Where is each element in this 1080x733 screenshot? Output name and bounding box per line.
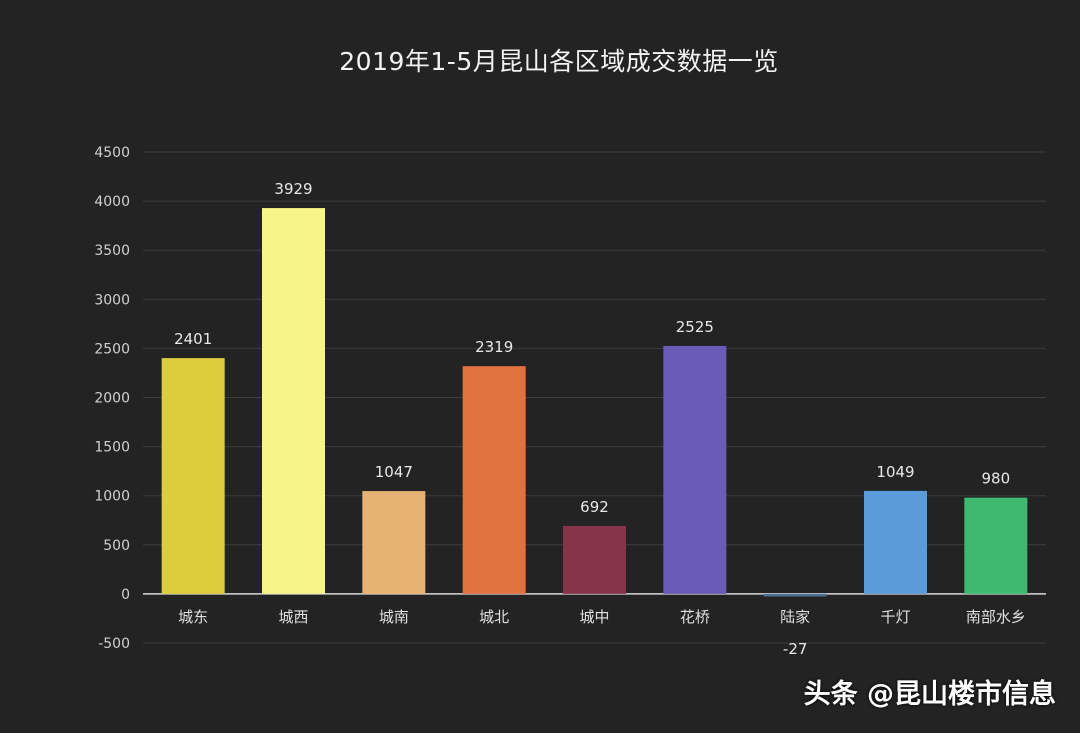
bar (964, 497, 1028, 594)
data-label: -27 (783, 640, 808, 658)
data-label: 980 (982, 470, 1011, 488)
x-tick-label: 城东 (178, 608, 208, 626)
x-tick-label: 陆家 (780, 608, 810, 626)
bar (362, 491, 426, 594)
data-label: 692 (580, 498, 609, 516)
y-tick-label: 4000 (94, 194, 130, 210)
x-tick-label: 千灯 (880, 608, 910, 626)
y-tick-label: -500 (98, 636, 130, 652)
x-tick-label: 城北 (479, 608, 509, 626)
x-tick-label: 花桥 (680, 608, 710, 626)
bar (462, 366, 526, 594)
bar (864, 490, 927, 594)
watermark: 头条 @昆山楼市信息 (803, 679, 1056, 710)
data-label: 1047 (375, 463, 413, 481)
y-tick-label: 3000 (94, 292, 130, 308)
data-label: 1049 (876, 463, 914, 481)
y-tick-label: 0 (121, 587, 130, 603)
bar (563, 525, 626, 594)
y-tick-label: 1500 (94, 440, 130, 456)
bar (663, 345, 727, 594)
x-tick-label: 城南 (379, 608, 409, 626)
y-tick-label: 2500 (94, 341, 130, 357)
x-tick-label: 南部水乡 (966, 608, 1026, 626)
data-label: 2525 (676, 318, 714, 336)
x-tick-label: 城中 (579, 608, 609, 626)
y-tick-label: 500 (103, 538, 130, 554)
data-label: 2401 (174, 330, 212, 348)
y-tick-label: 2000 (94, 391, 130, 407)
chart-title: 2019年1-5月昆山各区域成交数据一览 (339, 47, 779, 76)
y-tick-label: 1000 (94, 489, 130, 505)
bar (763, 593, 827, 597)
data-label: 2319 (475, 338, 513, 356)
y-tick-label: 3500 (94, 243, 130, 259)
y-tick-label: 4500 (94, 145, 130, 161)
bar (161, 358, 225, 594)
x-tick-label: 城西 (278, 608, 308, 626)
data-label: 3929 (274, 180, 312, 198)
bar (262, 208, 325, 594)
